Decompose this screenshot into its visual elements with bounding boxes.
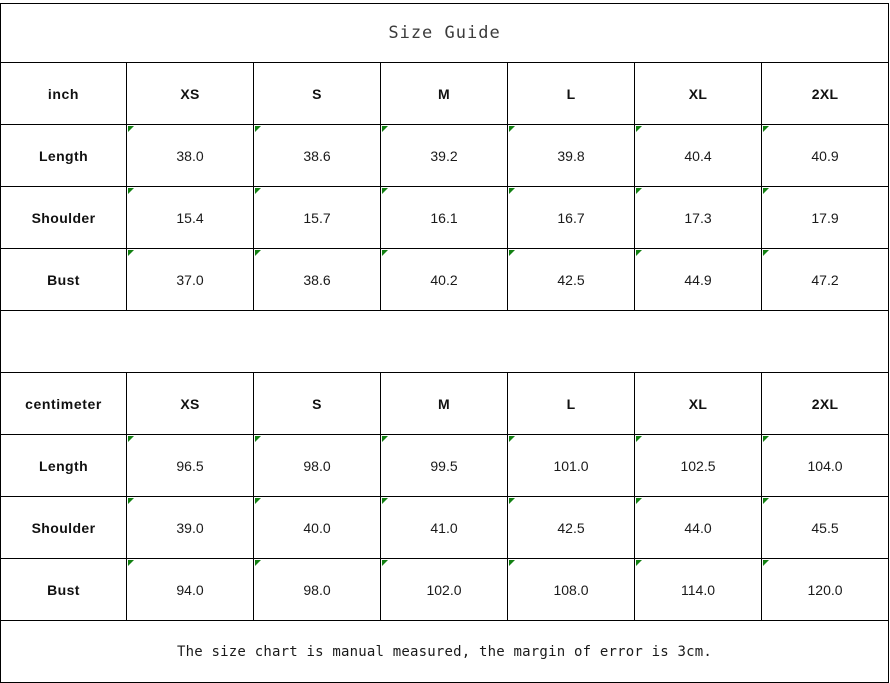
cell-value: 17.9	[760, 186, 890, 249]
cell-value: 114.0	[634, 558, 762, 621]
cell-value: 17.3	[634, 186, 762, 249]
title-row: Size Guide	[0, 3, 890, 63]
cell-value: 99.5	[380, 434, 508, 497]
spacer-cell	[0, 310, 890, 373]
page-title: Size Guide	[0, 3, 890, 63]
table-row: Length 96.5 98.0 99.5 101.0 102.5 104.0	[0, 434, 890, 497]
footer-note-row: The size chart is manual measured, the m…	[0, 620, 890, 683]
cell-value: 98.0	[253, 434, 381, 497]
spacer-row	[0, 310, 890, 373]
cell-value: 42.5	[507, 496, 635, 559]
row-label-bust: Bust	[0, 558, 127, 621]
cell-value: 101.0	[507, 434, 635, 497]
cell-value: 44.9	[634, 248, 762, 311]
cell-value: 98.0	[253, 558, 381, 621]
column-header-l: L	[507, 62, 635, 125]
column-header-s: S	[253, 372, 381, 435]
size-guide-table: Size Guide inch XS S M L XL 2XL Length 3…	[0, 3, 890, 683]
cell-value: 39.0	[126, 496, 254, 559]
cell-value: 102.5	[634, 434, 762, 497]
unit-label-inch: inch	[0, 62, 127, 125]
unit-label-centimeter: centimeter	[0, 372, 127, 435]
cell-value: 47.2	[760, 248, 890, 311]
table-row: Length 38.0 38.6 39.2 39.8 40.4 40.9	[0, 124, 890, 187]
column-header-xl: XL	[634, 372, 762, 435]
column-header-m: M	[380, 62, 508, 125]
row-label-length: Length	[0, 434, 127, 497]
row-label-shoulder: Shoulder	[0, 186, 127, 249]
cell-value: 120.0	[760, 558, 890, 621]
cell-value: 40.2	[380, 248, 508, 311]
column-header-2xl: 2XL	[760, 372, 890, 435]
cell-value: 45.5	[760, 496, 890, 559]
cell-value: 96.5	[126, 434, 254, 497]
cell-value: 40.0	[253, 496, 381, 559]
column-header-m: M	[380, 372, 508, 435]
cell-value: 38.6	[253, 124, 381, 187]
cell-value: 39.2	[380, 124, 508, 187]
footer-note: The size chart is manual measured, the m…	[0, 620, 890, 683]
cell-value: 15.7	[253, 186, 381, 249]
table-row: Bust 94.0 98.0 102.0 108.0 114.0 120.0	[0, 558, 890, 621]
row-label-bust: Bust	[0, 248, 127, 311]
row-label-length: Length	[0, 124, 127, 187]
cell-value: 104.0	[760, 434, 890, 497]
column-header-xl: XL	[634, 62, 762, 125]
inch-header-row: inch XS S M L XL 2XL	[0, 62, 890, 125]
cell-value: 108.0	[507, 558, 635, 621]
cell-value: 94.0	[126, 558, 254, 621]
cell-value: 39.8	[507, 124, 635, 187]
cell-value: 16.7	[507, 186, 635, 249]
cell-value: 40.4	[634, 124, 762, 187]
cell-value: 40.9	[760, 124, 890, 187]
cell-value: 37.0	[126, 248, 254, 311]
cell-value: 16.1	[380, 186, 508, 249]
cell-value: 102.0	[380, 558, 508, 621]
cell-value: 38.6	[253, 248, 381, 311]
column-header-l: L	[507, 372, 635, 435]
column-header-xs: XS	[126, 372, 254, 435]
table-row: Shoulder 39.0 40.0 41.0 42.5 44.0 45.5	[0, 496, 890, 559]
column-header-s: S	[253, 62, 381, 125]
cell-value: 42.5	[507, 248, 635, 311]
cell-value: 15.4	[126, 186, 254, 249]
table-row: Bust 37.0 38.6 40.2 42.5 44.9 47.2	[0, 248, 890, 311]
cell-value: 44.0	[634, 496, 762, 559]
cell-value: 41.0	[380, 496, 508, 559]
cell-value: 38.0	[126, 124, 254, 187]
centimeter-header-row: centimeter XS S M L XL 2XL	[0, 372, 890, 435]
row-label-shoulder: Shoulder	[0, 496, 127, 559]
table-row: Shoulder 15.4 15.7 16.1 16.7 17.3 17.9	[0, 186, 890, 249]
column-header-xs: XS	[126, 62, 254, 125]
column-header-2xl: 2XL	[760, 62, 890, 125]
